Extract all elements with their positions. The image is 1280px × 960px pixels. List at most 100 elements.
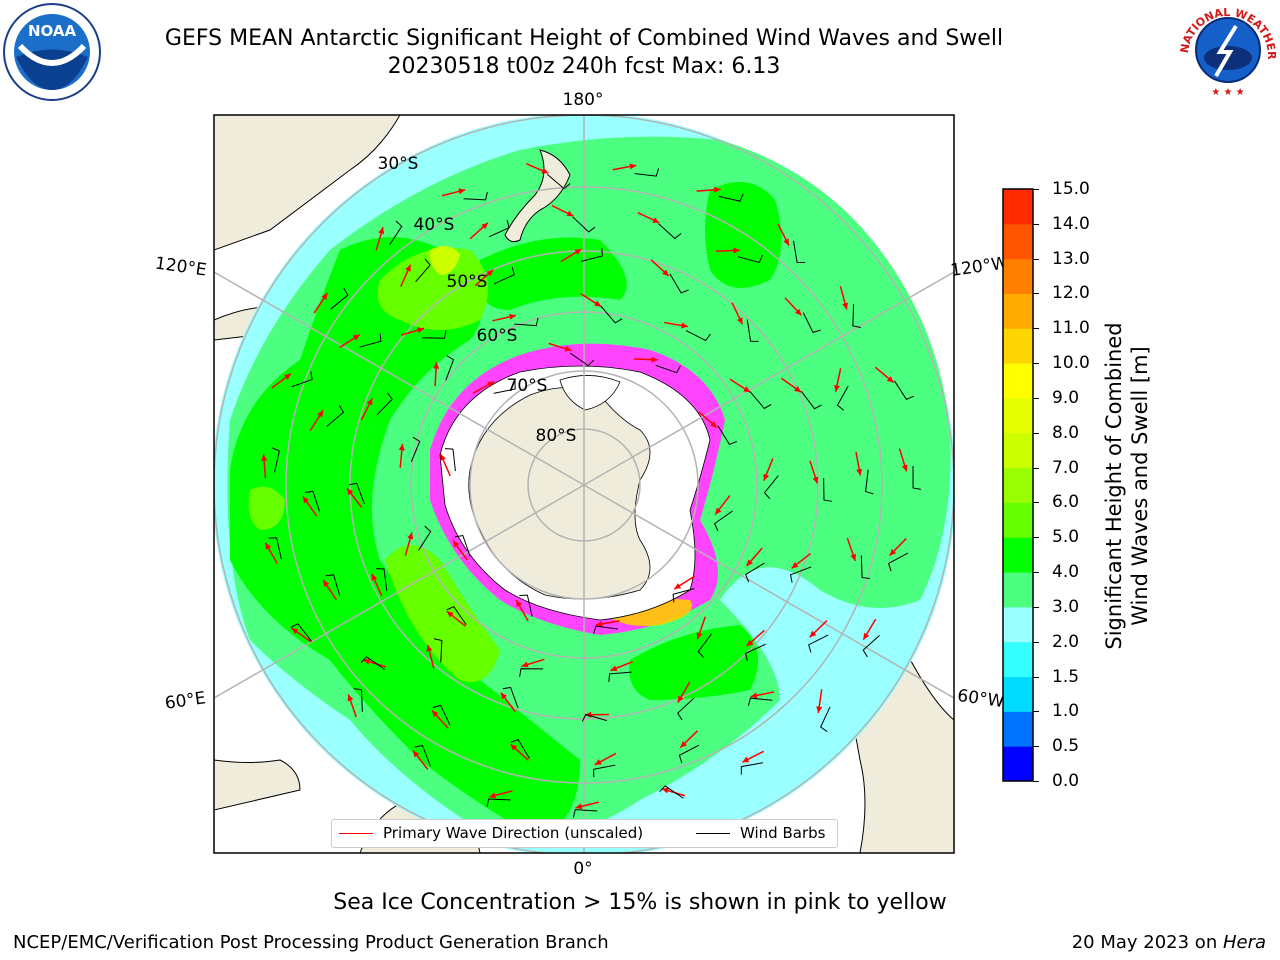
colorbar-tick <box>1033 363 1039 365</box>
wave-field-4m-north <box>478 237 627 310</box>
wave-direction-arrowhead <box>347 488 354 496</box>
wave-direction-arrowhead <box>509 313 516 320</box>
wind-barb <box>389 220 403 246</box>
wind-barb <box>546 174 571 190</box>
colorbar-tick-label: 7.0 <box>1052 457 1080 478</box>
lat-label-30s: 30°S <box>378 154 419 174</box>
wave-direction-arrowhead <box>850 553 857 561</box>
wind-barb <box>446 605 467 626</box>
colorbar-tick <box>1033 328 1039 330</box>
wind-barb <box>376 392 393 416</box>
wind-barb <box>800 390 822 410</box>
wind-barb <box>802 312 821 333</box>
wind-barb <box>433 638 443 663</box>
legend-item-wind-barbs: Wind Barbs <box>696 824 825 842</box>
wave-direction-arrowhead <box>736 317 743 325</box>
wave-direction-arrowhead <box>714 186 721 193</box>
wind-barb <box>572 216 596 233</box>
wave-direction-arrowhead <box>291 628 299 635</box>
wave-direction-arrowhead <box>352 334 360 341</box>
map-legend: Primary Wave Direction (unscaled) Wind B… <box>331 819 838 848</box>
colorbar-band <box>1003 189 1033 225</box>
wave-direction-arrowhead <box>261 454 268 461</box>
wind-barb <box>348 482 365 505</box>
chart-title: GEFS MEAN Antarctic Significant Height o… <box>164 26 1004 51</box>
wind-barb <box>887 552 909 572</box>
wind-barb <box>669 273 689 294</box>
wind-barb <box>514 317 539 327</box>
wave-direction-arrowhead <box>440 454 446 461</box>
wave-direction-arrowhead <box>481 222 488 230</box>
wind-barb <box>808 634 829 653</box>
colorbar-tick <box>1033 711 1039 713</box>
colorbar-tick <box>1033 606 1039 608</box>
wave-direction-arrowhead <box>794 308 802 316</box>
wave-direction-arrowhead <box>347 694 354 702</box>
wind-barb <box>860 555 871 580</box>
wind-barb <box>912 466 922 490</box>
sea-ice-note: Sea Ice Concentration > 15% is shown in … <box>333 890 947 915</box>
wave-direction-arrowhead <box>594 759 602 765</box>
wind-barb <box>789 566 812 583</box>
colorbar-tick <box>1033 189 1039 190</box>
wave-direction-arrowhead <box>323 579 330 587</box>
wave-direction-arrowhead <box>398 443 405 451</box>
wind-barb <box>359 333 382 348</box>
wave-direction-arrowhead <box>610 665 618 672</box>
colorbar-band <box>1003 746 1033 782</box>
wind-barb <box>823 478 832 502</box>
wind-barb <box>836 385 849 411</box>
wave-direction-arrowhead <box>433 362 440 369</box>
wind-barb <box>353 688 363 712</box>
wave-direction-arrowhead <box>812 476 819 484</box>
wind-barb <box>865 469 874 495</box>
wind-barb <box>290 623 312 642</box>
colorbar-band <box>1003 223 1033 260</box>
wave-direction-arrowhead <box>662 269 669 276</box>
wind-barb <box>634 168 660 177</box>
wind-barb <box>415 258 431 283</box>
colorbar-band <box>1003 328 1033 364</box>
wind-barb <box>360 656 385 670</box>
colorbar-band <box>1003 676 1033 712</box>
colorbar-tick-label: 4.0 <box>1052 562 1080 583</box>
wave-direction-arrowhead <box>516 600 522 608</box>
colorbar-tick-label: 0.0 <box>1052 771 1080 791</box>
wind-barb <box>740 762 764 775</box>
legend-label: Primary Wave Direction (unscaled) <box>383 824 644 842</box>
red-line-icon <box>339 832 373 834</box>
wind-barb <box>493 380 516 394</box>
wind-barb <box>593 764 616 778</box>
wave-direction-arrowhead <box>486 269 494 277</box>
colorbar-band <box>1003 641 1033 678</box>
colorbar-band <box>1003 537 1033 573</box>
wave-direction-arrowhead <box>317 410 324 418</box>
lon-label-180: 180° <box>563 90 604 110</box>
wind-barb <box>685 330 711 342</box>
wind-barb <box>414 744 431 767</box>
colorbar-tick <box>1033 781 1039 782</box>
wind-barb <box>569 352 595 367</box>
colorbar-tick <box>1033 572 1039 574</box>
colorbar-tick-label: 10.0 <box>1052 353 1090 374</box>
wind-barb <box>486 798 511 807</box>
wind-barb <box>672 588 695 603</box>
wave-direction-arrowhead <box>743 386 751 393</box>
wind-barb <box>463 191 488 201</box>
wind-barb <box>510 738 530 759</box>
colorbar-tick <box>1033 502 1039 504</box>
wave-direction-arrowhead <box>733 247 740 254</box>
wind-barb <box>655 364 681 374</box>
colorbar-band <box>1003 606 1033 643</box>
colorbar-tick-label: 15.0 <box>1052 179 1090 199</box>
wave-direction-arrowhead <box>489 792 496 799</box>
wave-direction-arrowhead <box>564 345 572 352</box>
wind-barb <box>291 371 313 388</box>
wind-barb <box>749 391 772 410</box>
colorbar-tick-label: 3.0 <box>1052 596 1080 617</box>
wave-direction-arrowhead <box>378 227 385 235</box>
colorbar-tick-label: 11.0 <box>1052 318 1090 339</box>
colorbar-tick-label: 2.0 <box>1052 631 1080 652</box>
svg-text:★ ★ ★: ★ ★ ★ <box>1211 87 1244 98</box>
wind-barb <box>444 448 456 472</box>
